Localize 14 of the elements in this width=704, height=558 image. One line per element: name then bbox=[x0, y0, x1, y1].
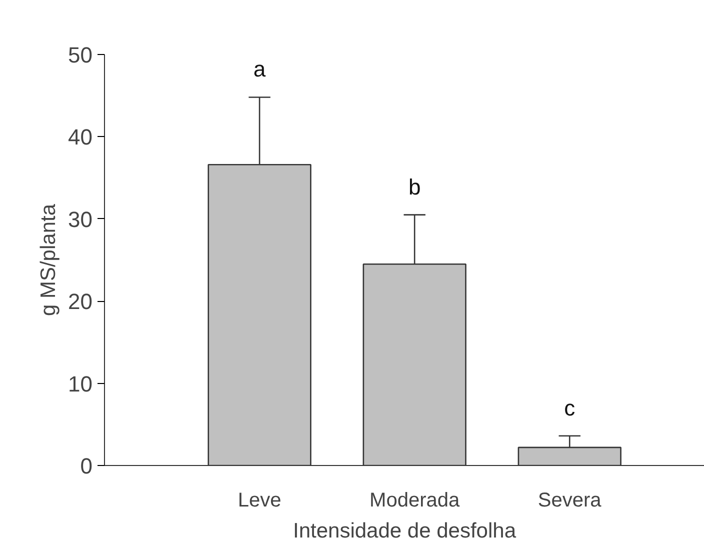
x-axis-title: Intensidade de desfolha bbox=[292, 520, 516, 542]
y-tick-label: 0 bbox=[80, 454, 93, 478]
x-tick-label: Severa bbox=[538, 490, 602, 512]
y-tick-label: 40 bbox=[68, 124, 93, 150]
x-tick-label: Leve bbox=[238, 490, 282, 512]
x-tick-label: Moderada bbox=[370, 490, 460, 512]
annotation: a bbox=[253, 56, 266, 82]
annotation: c bbox=[564, 395, 576, 420]
y-tick-label: 20 bbox=[68, 289, 93, 314]
annotation: b bbox=[408, 174, 421, 200]
y-tick-label: 50 bbox=[68, 42, 93, 68]
y-tick-label: 10 bbox=[68, 371, 93, 396]
y-tick-label: 30 bbox=[68, 206, 93, 232]
y-axis-title: g MS/planta bbox=[37, 204, 60, 316]
